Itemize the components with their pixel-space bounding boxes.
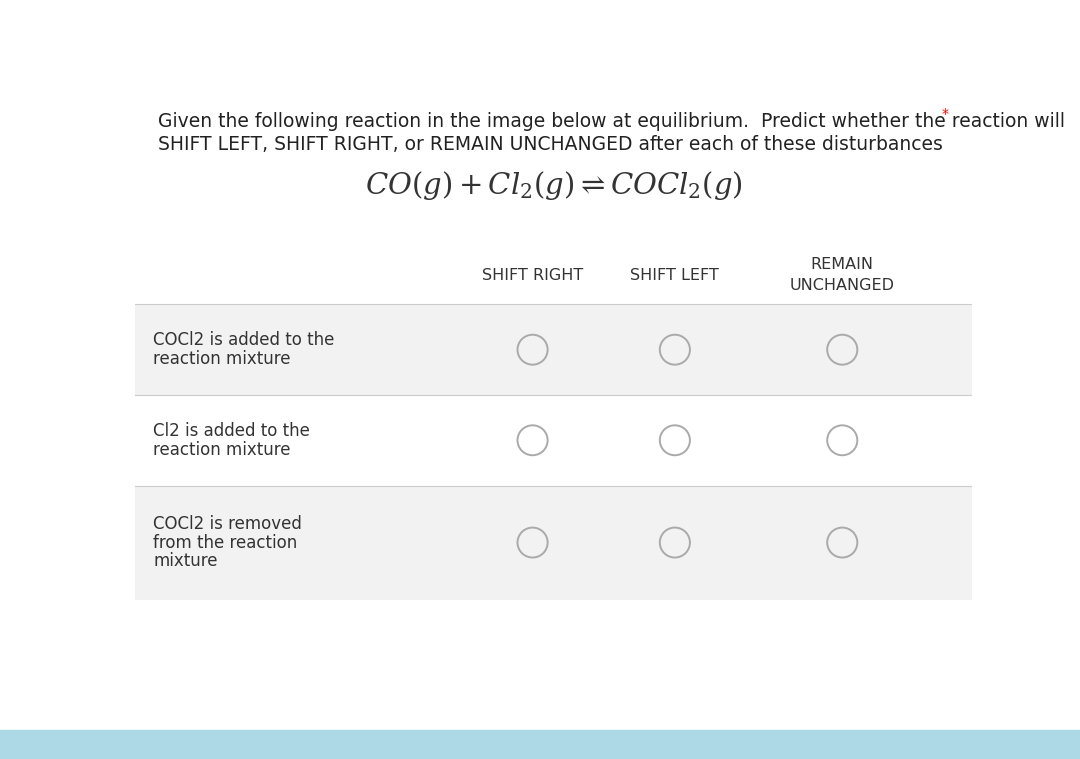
Text: Given the following reaction in the image below at equilibrium.  Predict whether: Given the following reaction in the imag… (159, 112, 1066, 131)
Bar (135, 395, 972, 486)
Text: COCl2 is added to the: COCl2 is added to the (153, 332, 335, 349)
Text: from the reaction: from the reaction (153, 534, 298, 552)
Text: $CO(g) + Cl_2(g) \rightleftharpoons COCl_2(g)$: $CO(g) + Cl_2(g) \rightleftharpoons COCl… (365, 169, 742, 202)
Text: reaction mixture: reaction mixture (153, 441, 291, 458)
Text: *: * (942, 108, 948, 121)
Bar (135, 246, 972, 304)
Text: REMAIN
UNCHANGED: REMAIN UNCHANGED (789, 257, 894, 293)
Text: SHIFT LEFT: SHIFT LEFT (631, 268, 719, 282)
Bar (135, 304, 972, 395)
Text: Cl2 is added to the: Cl2 is added to the (153, 422, 310, 440)
Text: SHIFT LEFT, SHIFT RIGHT, or REMAIN UNCHANGED after each of these disturbances: SHIFT LEFT, SHIFT RIGHT, or REMAIN UNCHA… (159, 135, 943, 154)
Text: COCl2 is removed: COCl2 is removed (153, 515, 302, 533)
Text: SHIFT RIGHT: SHIFT RIGHT (482, 268, 583, 282)
Text: mixture: mixture (153, 553, 218, 570)
Bar (135, 486, 972, 600)
Text: reaction mixture: reaction mixture (153, 350, 291, 368)
